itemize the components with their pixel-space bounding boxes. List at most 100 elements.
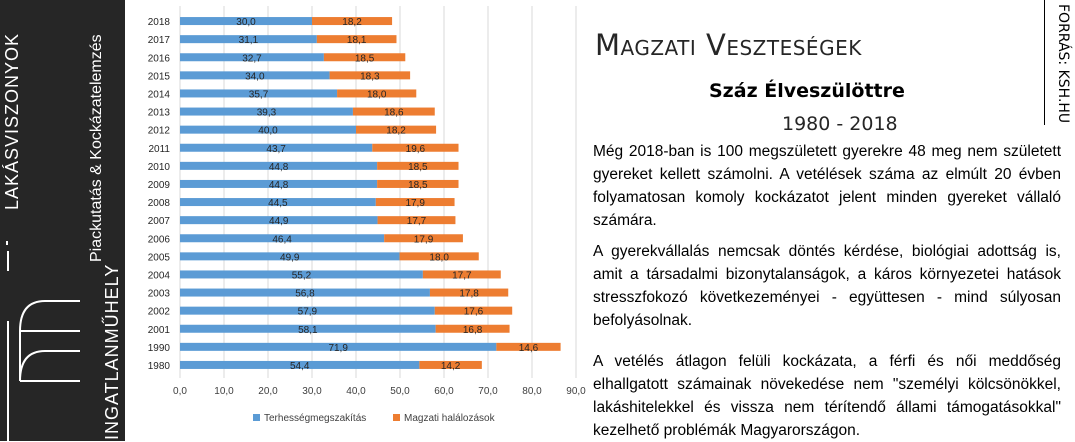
category-label: 2015	[148, 71, 171, 82]
data-label: 44,9	[269, 216, 289, 227]
bar-segment	[375, 198, 455, 207]
bar-segment	[435, 324, 510, 333]
bar-segment	[180, 35, 317, 44]
bar-segment	[312, 17, 393, 26]
legend-swatch	[393, 414, 400, 421]
data-label: 18,0	[429, 252, 449, 263]
data-label: 44,8	[269, 162, 289, 173]
data-label: 18,6	[384, 108, 404, 119]
bar-segment	[419, 360, 482, 369]
data-label: 39,3	[257, 108, 277, 119]
data-label: 34,0	[245, 71, 265, 82]
data-label: 17,9	[414, 234, 434, 245]
category-label: 2005	[148, 252, 171, 263]
category-label: 2017	[148, 35, 171, 46]
data-label: 58,1	[298, 325, 318, 336]
x-tick-label: 60,0	[434, 386, 454, 397]
category-label: 2002	[148, 307, 171, 318]
bar-segment	[434, 306, 513, 315]
data-label: 55,2	[292, 270, 312, 281]
bar-segment	[180, 107, 353, 116]
data-label: 31,1	[239, 35, 259, 46]
bar-segment	[180, 161, 378, 170]
chart-area: 0,0 10,0 20,0 30,0 40,0 50,0 60,0 70,0 80,0 90,0 2…	[125, 0, 595, 441]
bar-segment	[180, 198, 376, 207]
bar-segment	[180, 179, 378, 188]
data-label: 18,1	[347, 35, 367, 46]
data-label: 43,7	[266, 144, 286, 155]
bar-segment	[180, 17, 312, 26]
data-label: 44,8	[269, 180, 289, 191]
stacked-bar-chart: 0,0 10,0 20,0 30,0 40,0 50,0 60,0 70,0 80,0 90,0 2…	[148, 6, 586, 424]
data-label: 18,5	[408, 162, 428, 173]
bar-segment	[180, 216, 378, 225]
bar-segment	[180, 288, 430, 297]
bar-segment	[384, 234, 463, 243]
category-label: 2004	[148, 270, 171, 281]
data-label: 30,0	[236, 17, 256, 28]
bar-segment	[180, 143, 373, 152]
data-label: 16,8	[463, 325, 483, 336]
data-label: 35,7	[249, 89, 269, 100]
x-tick-label: 70,0	[478, 386, 498, 397]
source-divider	[1044, 0, 1045, 125]
data-label: 49,9	[280, 252, 300, 263]
category-label: 2012	[148, 126, 171, 137]
bar-segment	[422, 270, 501, 279]
bar-segment	[377, 179, 459, 188]
bar-segment	[329, 71, 411, 80]
data-label: 14,2	[441, 361, 461, 372]
x-tick-label: 20,0	[258, 386, 278, 397]
paragraph-2: A gyerekvállalás nemcsak döntés kérdése,…	[593, 243, 1061, 329]
brand-ingatlanmuhely: INGATLANMŰHELY	[102, 263, 122, 440]
x-tick-label: 90,0	[566, 386, 586, 397]
bar-segment	[356, 125, 437, 134]
data-label: 18,5	[408, 180, 428, 191]
bar-segment	[180, 125, 356, 134]
x-tick-label: 80,0	[522, 386, 542, 397]
data-label: 17,9	[405, 198, 425, 209]
data-label: 54,4	[290, 361, 310, 372]
bar-segment	[399, 252, 479, 261]
source-label: FORRÁS: KSH.HU	[1055, 4, 1071, 124]
legend-swatch	[253, 414, 260, 421]
bar-segment	[429, 288, 509, 297]
bar-segment	[372, 143, 459, 152]
brand-tagline: Piackutatás & Kockázatelemzés	[88, 34, 105, 262]
data-label: 40,0	[258, 126, 278, 137]
bar-segment	[377, 161, 459, 170]
bar-segment	[180, 342, 497, 351]
category-label: 2001	[148, 325, 171, 336]
category-label: 2018	[148, 17, 171, 28]
category-label: 2006	[148, 234, 171, 245]
bar-segment	[323, 53, 406, 62]
bar-segment	[180, 234, 385, 243]
year-range: 1980 - 2018	[782, 113, 898, 135]
category-label: 2014	[148, 89, 171, 100]
data-label: 17,8	[459, 289, 479, 300]
data-label: 18,0	[367, 89, 387, 100]
category-label: 2009	[148, 180, 171, 191]
category-label: 2011	[148, 144, 170, 155]
category-label: 2013	[148, 108, 171, 119]
page-subtitle: Száz Élveszülöttre	[709, 80, 905, 102]
paragraph-1: Még 2018-ban is 100 megszületett gyerekr…	[593, 143, 1061, 229]
bar-segment	[180, 252, 400, 261]
data-label: 17,7	[407, 216, 427, 227]
data-label: 18,2	[386, 126, 406, 137]
category-label: 2010	[148, 162, 171, 173]
x-tick-label: 0,0	[173, 386, 187, 397]
data-label: 44,5	[268, 198, 288, 209]
category-label: 1990	[148, 343, 171, 354]
category-label: 1980	[148, 361, 171, 372]
x-tick-label: 10,0	[214, 386, 234, 397]
data-label: 46,4	[272, 234, 292, 245]
data-label: 18,2	[342, 17, 362, 28]
bar-segment	[180, 71, 330, 80]
data-label: 18,5	[355, 53, 375, 64]
category-label: 2008	[148, 198, 171, 209]
bar-segment	[180, 306, 435, 315]
paragraph-3: A vetélés átlagon felüli kockázata, a fé…	[593, 353, 1061, 439]
data-label: 19,6	[406, 144, 426, 155]
data-label: 18,3	[360, 71, 380, 82]
